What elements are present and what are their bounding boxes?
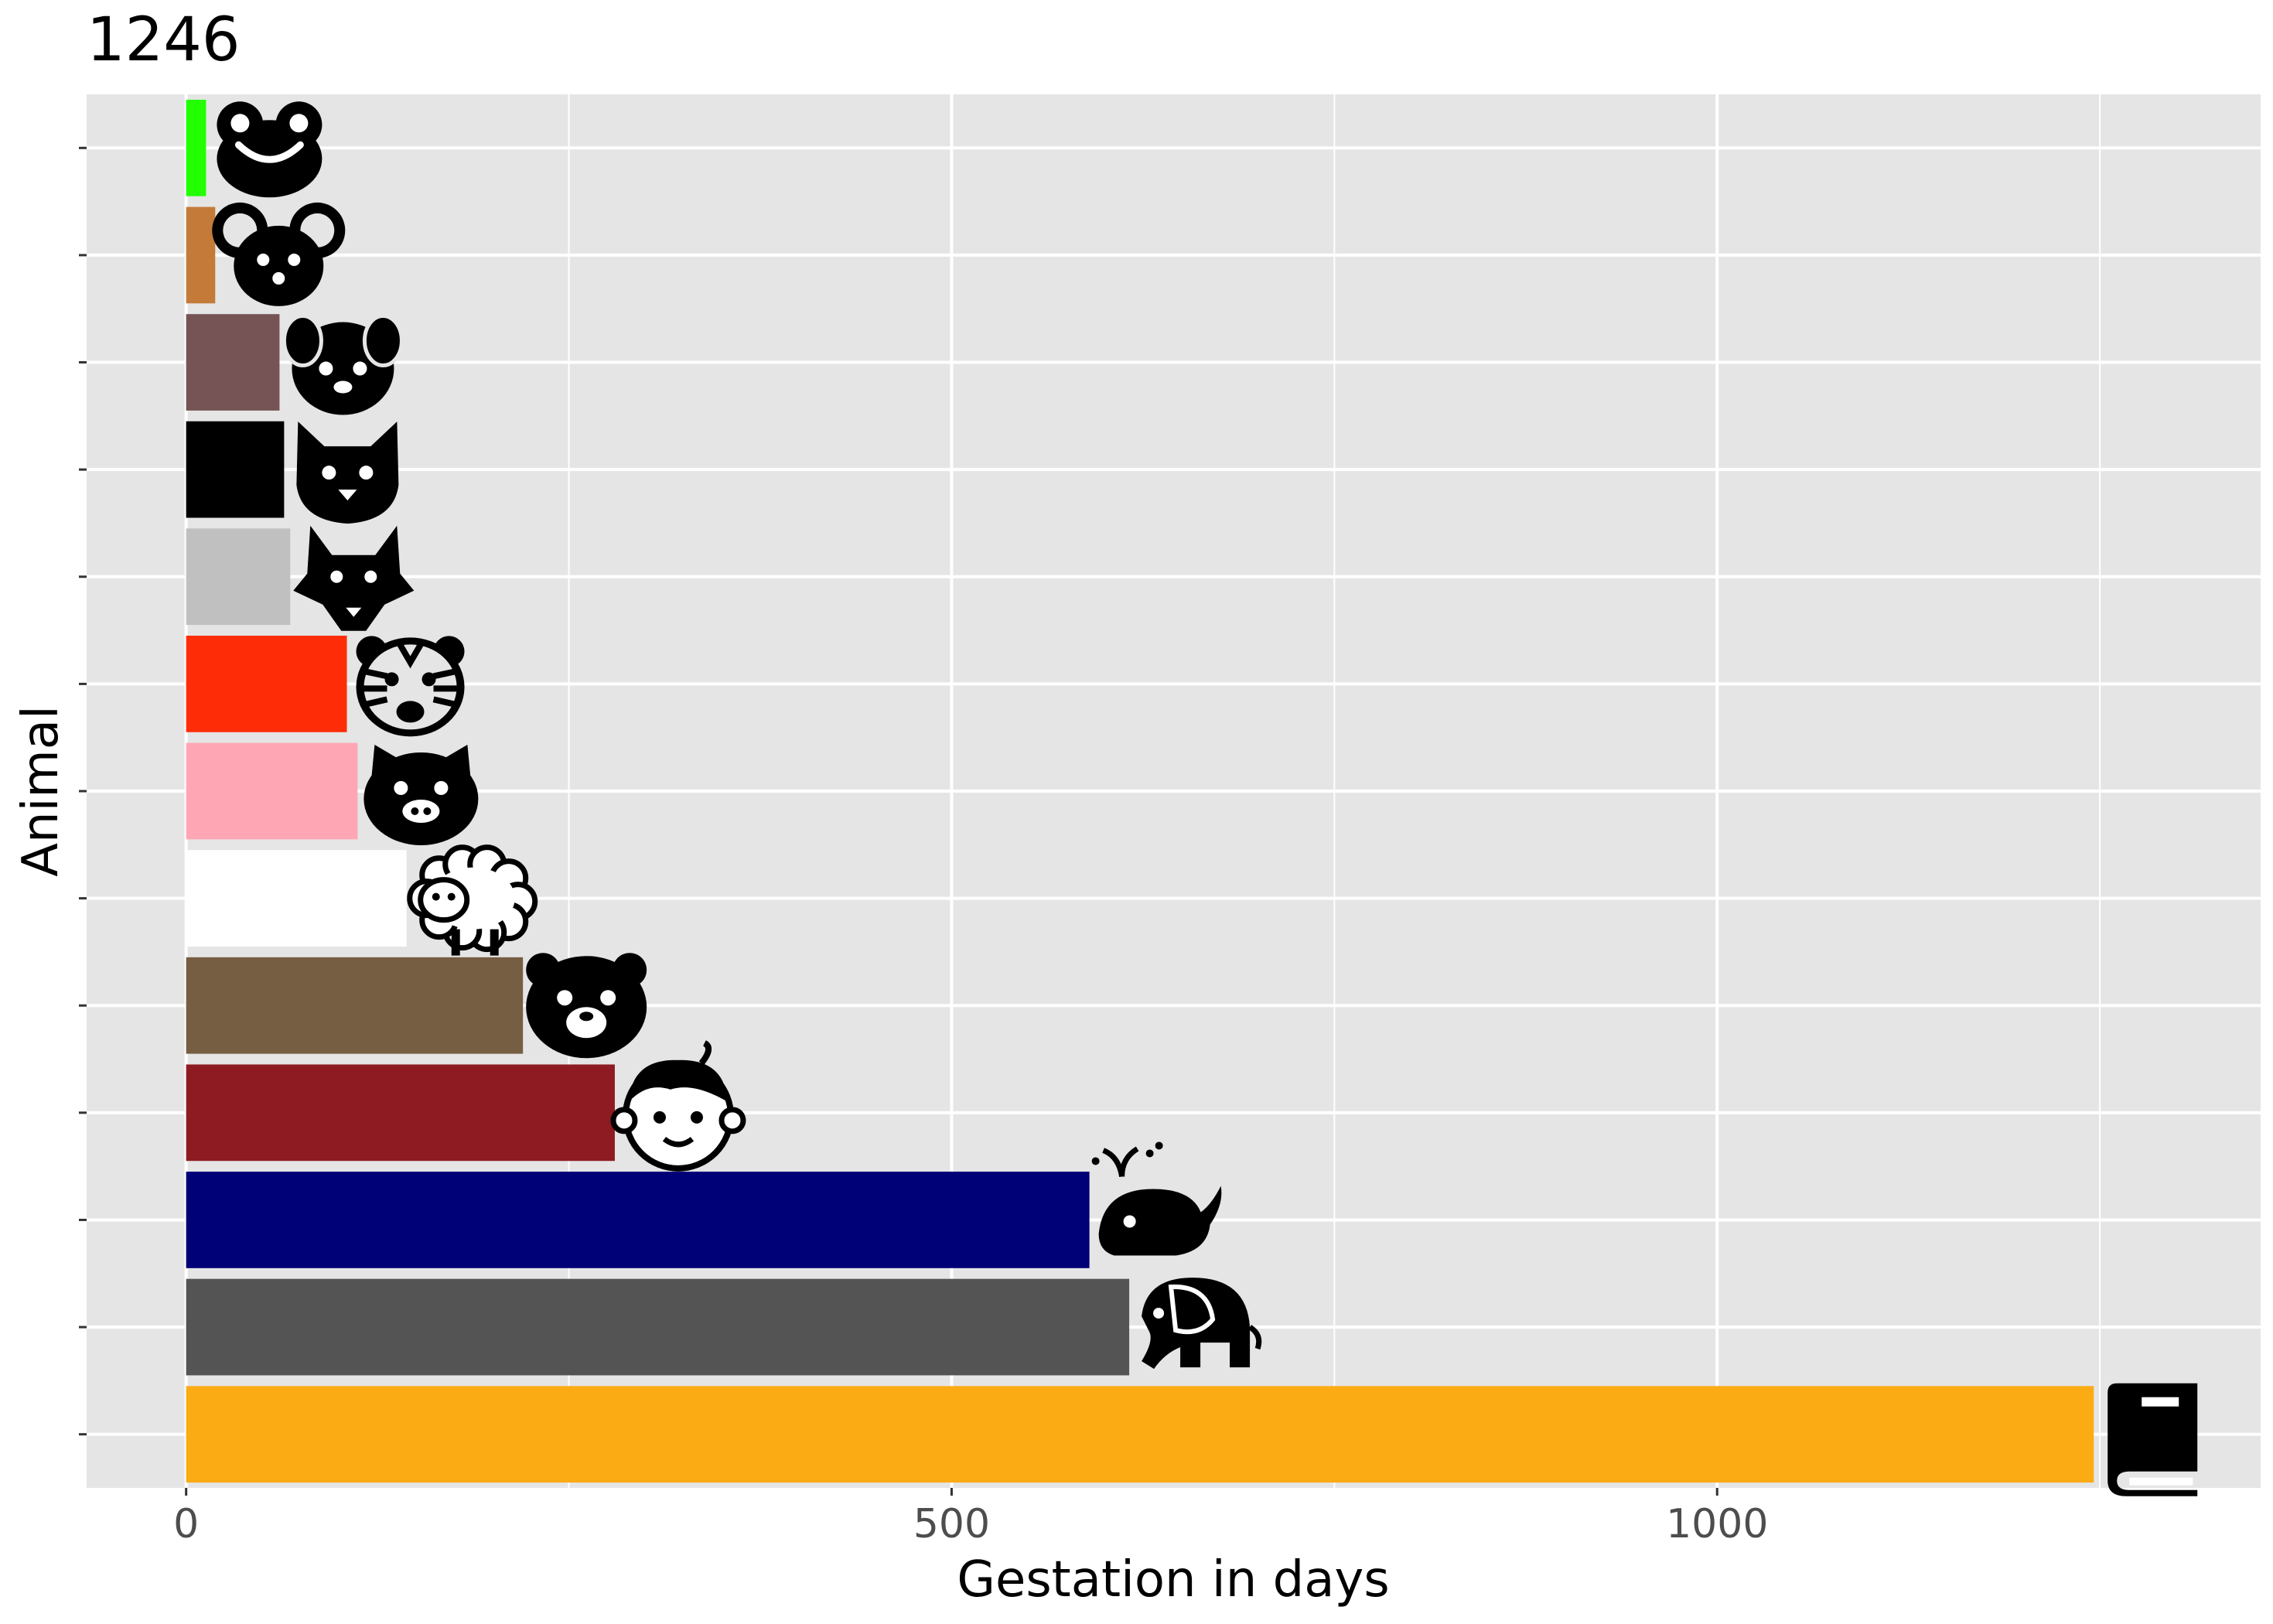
bar-elephant	[186, 1278, 1130, 1376]
whale-icon	[1091, 1141, 1222, 1256]
bar-book	[186, 1386, 2094, 1483]
x-tick-label: 0	[173, 1501, 199, 1547]
bar-cat	[186, 421, 285, 518]
sheep-icon	[407, 844, 538, 956]
bar-icons	[212, 101, 2198, 1496]
baby-icon	[610, 1040, 746, 1172]
cat-icon	[296, 421, 399, 524]
bars	[186, 99, 2094, 1483]
y-axis-label: Animal	[12, 705, 70, 876]
chart-title: 1246	[87, 5, 241, 75]
bar-bear	[186, 957, 524, 1054]
x-tick-label: 500	[913, 1501, 990, 1547]
pig-icon	[363, 745, 479, 845]
x-axis-ticks: 0 500 1000	[79, 146, 1768, 1547]
tiger-icon	[356, 636, 465, 737]
bar-pig	[186, 742, 358, 840]
bar-wolf	[186, 528, 291, 626]
wolf-icon	[293, 525, 415, 631]
bear-icon	[526, 953, 647, 1059]
book-icon	[2107, 1383, 2198, 1496]
frog-icon	[217, 101, 323, 198]
bar-frog	[186, 99, 206, 196]
bar-human	[186, 1064, 615, 1162]
x-axis-label: Gestation in days	[957, 1551, 1389, 1609]
bar-dog	[186, 314, 280, 411]
mouse-icon	[212, 202, 346, 306]
bar-mouse	[186, 206, 216, 304]
bar-whale	[186, 1172, 1090, 1268]
bar-sheep	[186, 850, 407, 947]
x-tick-label: 1000	[1666, 1501, 1768, 1547]
dog-icon	[282, 314, 404, 415]
bar-tiger	[186, 636, 347, 732]
elephant-icon	[1142, 1278, 1262, 1370]
